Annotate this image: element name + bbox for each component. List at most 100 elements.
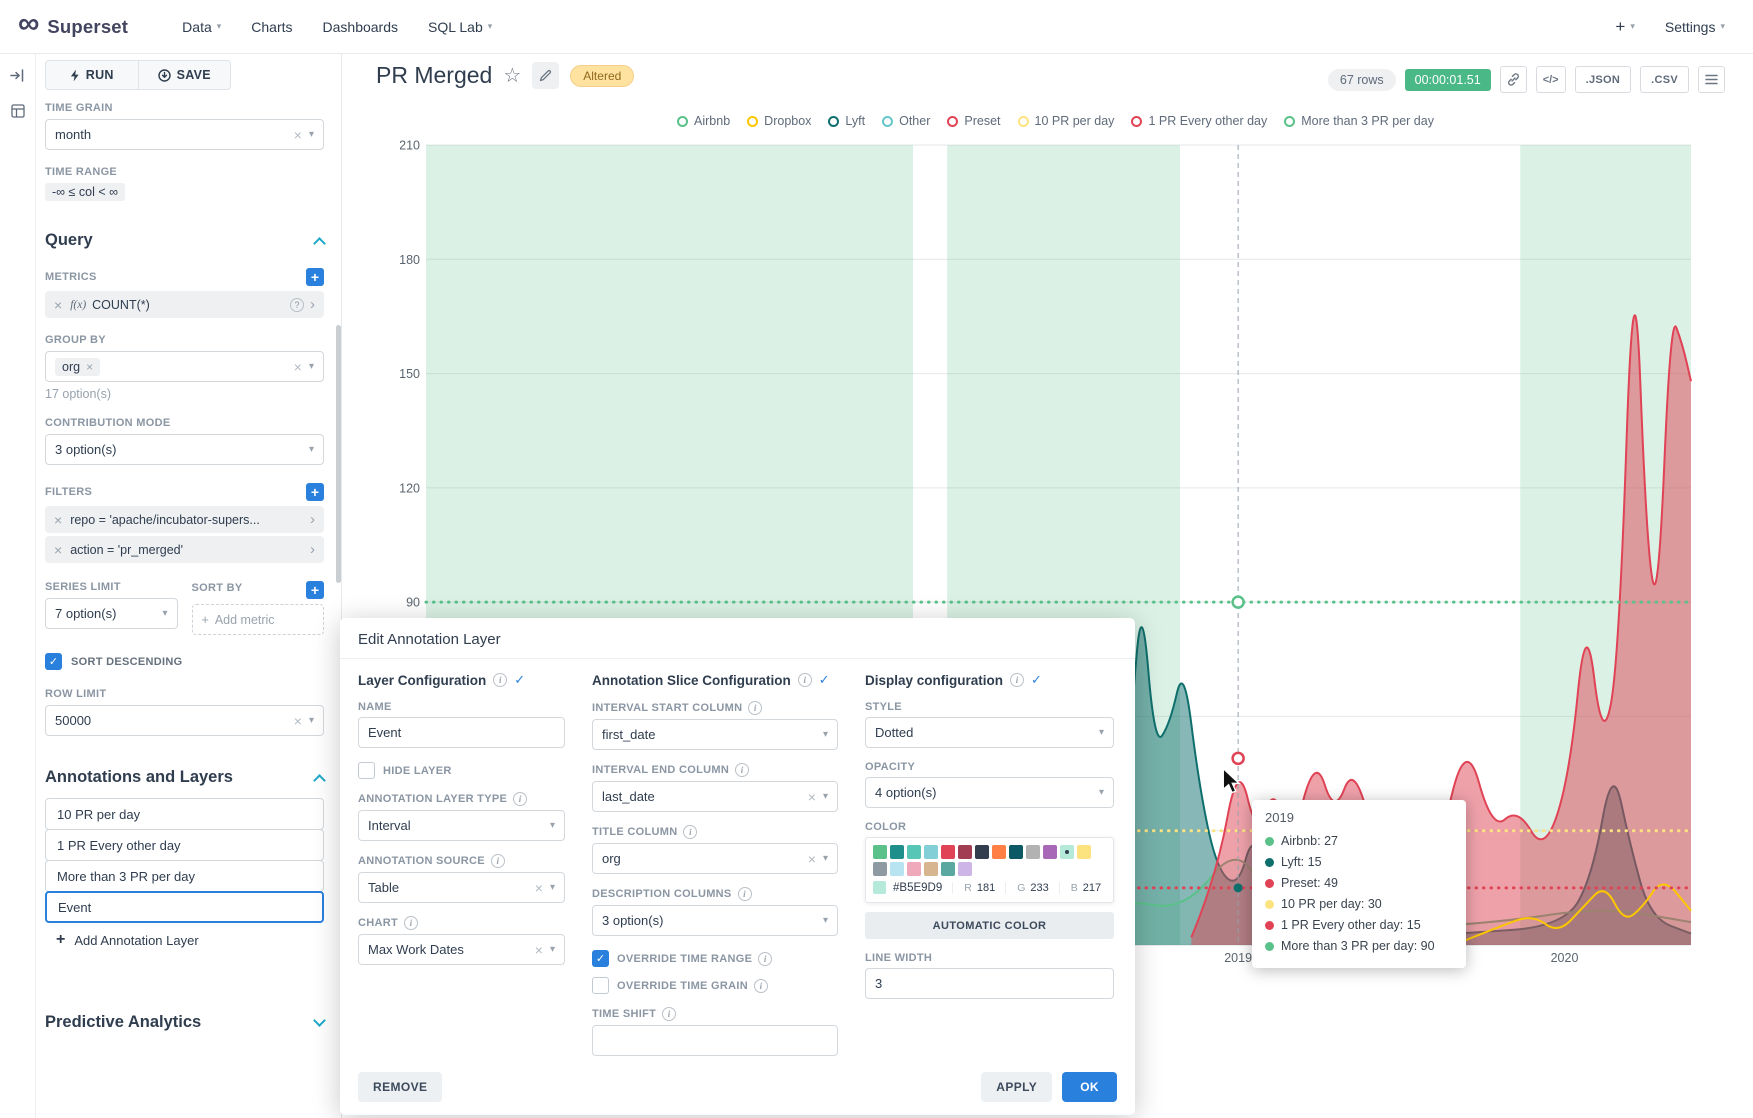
legend-item-dropbox[interactable]: Dropbox	[747, 114, 811, 128]
filter-pill[interactable]: × action = 'pr_merged' ›	[45, 536, 324, 563]
altered-badge[interactable]: Altered	[570, 64, 635, 87]
style-select[interactable]: Dotted ▾	[865, 717, 1114, 748]
add-metric-button[interactable]: +	[306, 268, 324, 286]
checkbox[interactable]	[45, 653, 62, 670]
x-icon[interactable]: ×	[534, 941, 543, 958]
color-swatch[interactable]	[1077, 845, 1091, 859]
opacity-select[interactable]: 4 option(s) ▾	[865, 777, 1114, 808]
edit-properties-button[interactable]	[532, 62, 560, 89]
new-item-menu[interactable]: + ▾	[1615, 17, 1634, 37]
add-annotation-layer-button[interactable]: + Add Annotation Layer	[56, 931, 199, 948]
info-icon[interactable]: i	[758, 951, 773, 966]
nav-menu-sql-lab[interactable]: SQL Lab ▾	[428, 19, 492, 35]
legend-item-10-pr-per-day[interactable]: 10 PR per day	[1017, 114, 1114, 128]
x-icon[interactable]: ×	[54, 541, 63, 558]
apply-button[interactable]: APPLY	[981, 1072, 1053, 1102]
time-range-value[interactable]: -∞ ≤ col < ∞	[45, 183, 126, 201]
legend-item-airbnb[interactable]: Airbnb	[677, 114, 730, 128]
add-filter-button[interactable]: +	[306, 483, 324, 501]
checkbox[interactable]	[592, 950, 609, 967]
annotation-layer-type-select[interactable]: Interval ▾	[358, 810, 565, 841]
checkbox[interactable]	[592, 977, 609, 994]
hex-value[interactable]: #B5E9D9	[893, 881, 943, 894]
x-icon[interactable]: ×	[807, 788, 816, 805]
interval-start-column-select[interactable]: first_date ▾	[592, 719, 838, 750]
time-shift-input[interactable]	[592, 1025, 838, 1056]
predictive-analytics-section-header[interactable]: Predictive Analytics	[45, 1013, 326, 1032]
filter-pill[interactable]: × repo = 'apache/incubator-supers... ›	[45, 506, 324, 533]
info-icon[interactable]: i	[513, 792, 528, 806]
legend-item-other[interactable]: Other	[882, 114, 930, 128]
rgb-r-field[interactable]: R 181	[952, 881, 995, 894]
info-icon[interactable]: i	[735, 763, 750, 777]
override-time-grain-checkbox[interactable]: OVERRIDE TIME GRAIN i	[592, 977, 838, 994]
legend-item-more-than-3-pr-per-day[interactable]: More than 3 PR per day	[1284, 114, 1434, 128]
info-icon[interactable]: i	[490, 854, 505, 868]
help-icon[interactable]: ?	[290, 297, 304, 312]
info-icon[interactable]: i	[683, 825, 698, 839]
export-json-button[interactable]: .JSON	[1574, 66, 1632, 93]
favorite-star-icon[interactable]: ☆	[503, 64, 522, 87]
override-time-range-checkbox[interactable]: OVERRIDE TIME RANGE i	[592, 950, 838, 967]
x-icon[interactable]: ×	[534, 879, 543, 896]
query-section-header[interactable]: Query	[45, 231, 326, 250]
name-input[interactable]: Event	[358, 717, 565, 748]
annotation-layer-more-than-3-pr-per-day[interactable]: More than 3 PR per day	[45, 860, 324, 892]
x-icon[interactable]: ×	[54, 511, 63, 528]
copy-link-button[interactable]	[1499, 66, 1527, 93]
superset-logo[interactable]: ∞ Superset	[18, 9, 128, 39]
chart-menu-button[interactable]	[1698, 66, 1725, 93]
run-button[interactable]: RUN	[46, 61, 138, 89]
x-icon[interactable]: ×	[54, 296, 63, 313]
x-icon[interactable]: ×	[293, 358, 302, 375]
info-icon[interactable]: i	[404, 916, 418, 930]
export-csv-button[interactable]: .CSV	[1640, 66, 1689, 93]
info-icon[interactable]: i	[662, 1007, 677, 1021]
group-by-select[interactable]: org × × ▾	[45, 351, 324, 382]
checkbox[interactable]	[358, 762, 375, 779]
color-swatch[interactable]	[941, 845, 955, 859]
hide-layer-checkbox[interactable]: HIDE LAYER	[358, 762, 565, 779]
color-swatch[interactable]	[907, 845, 921, 859]
metric-pill[interactable]: × f(x) COUNT(*) ? ›	[45, 291, 324, 318]
annotation-layer-event[interactable]: Event	[45, 891, 324, 923]
color-swatch[interactable]	[992, 845, 1006, 859]
color-swatch[interactable]	[1026, 845, 1040, 859]
interval-end-column-select[interactable]: last_date × ▾	[592, 781, 838, 812]
rgb-g-field[interactable]: G 233	[1005, 881, 1049, 894]
color-swatch[interactable]	[890, 862, 904, 876]
annotation-layer-10-pr-per-day[interactable]: 10 PR per day	[45, 798, 324, 830]
info-icon[interactable]: i	[737, 887, 752, 901]
legend-item-lyft[interactable]: Lyft	[828, 114, 865, 128]
series-limit-select[interactable]: 7 option(s) ▾	[45, 598, 178, 629]
info-icon[interactable]: i	[748, 701, 763, 715]
color-swatch[interactable]	[907, 862, 921, 876]
color-swatch[interactable]	[941, 862, 955, 876]
row-limit-select[interactable]: 50000 × ▾	[45, 705, 324, 736]
color-swatch[interactable]	[873, 862, 887, 876]
sort-by-input[interactable]: + Add metric	[191, 604, 324, 635]
info-icon[interactable]: i	[493, 673, 508, 687]
save-button[interactable]: SAVE	[137, 61, 231, 89]
group-by-tag[interactable]: org ×	[55, 357, 101, 376]
x-icon[interactable]: ×	[86, 359, 94, 374]
color-swatch[interactable]	[958, 862, 972, 876]
color-swatch[interactable]	[924, 845, 938, 859]
color-swatch[interactable]	[1060, 845, 1074, 859]
annotations-section-header[interactable]: Annotations and Layers	[45, 768, 326, 787]
annotation-layer-1-pr-every-other-day[interactable]: 1 PR Every other day	[45, 829, 324, 861]
chart-select[interactable]: Max Work Dates × ▾	[358, 934, 565, 965]
info-icon[interactable]: i	[1010, 673, 1025, 687]
dataset-table-icon[interactable]	[10, 104, 25, 123]
settings-menu[interactable]: Settings ▾	[1665, 19, 1725, 35]
x-icon[interactable]: ×	[293, 126, 302, 143]
panel-scrollbar[interactable]	[336, 325, 341, 583]
color-swatch[interactable]	[958, 845, 972, 859]
color-swatch[interactable]	[1043, 845, 1057, 859]
legend-item-preset[interactable]: Preset	[947, 114, 1001, 128]
add-sort-metric-button[interactable]: +	[306, 581, 324, 599]
info-icon[interactable]: i	[797, 673, 812, 687]
annotation-source-select[interactable]: Table × ▾	[358, 872, 565, 903]
color-swatch[interactable]	[890, 845, 904, 859]
nav-menu-data[interactable]: Data ▾	[182, 19, 221, 35]
